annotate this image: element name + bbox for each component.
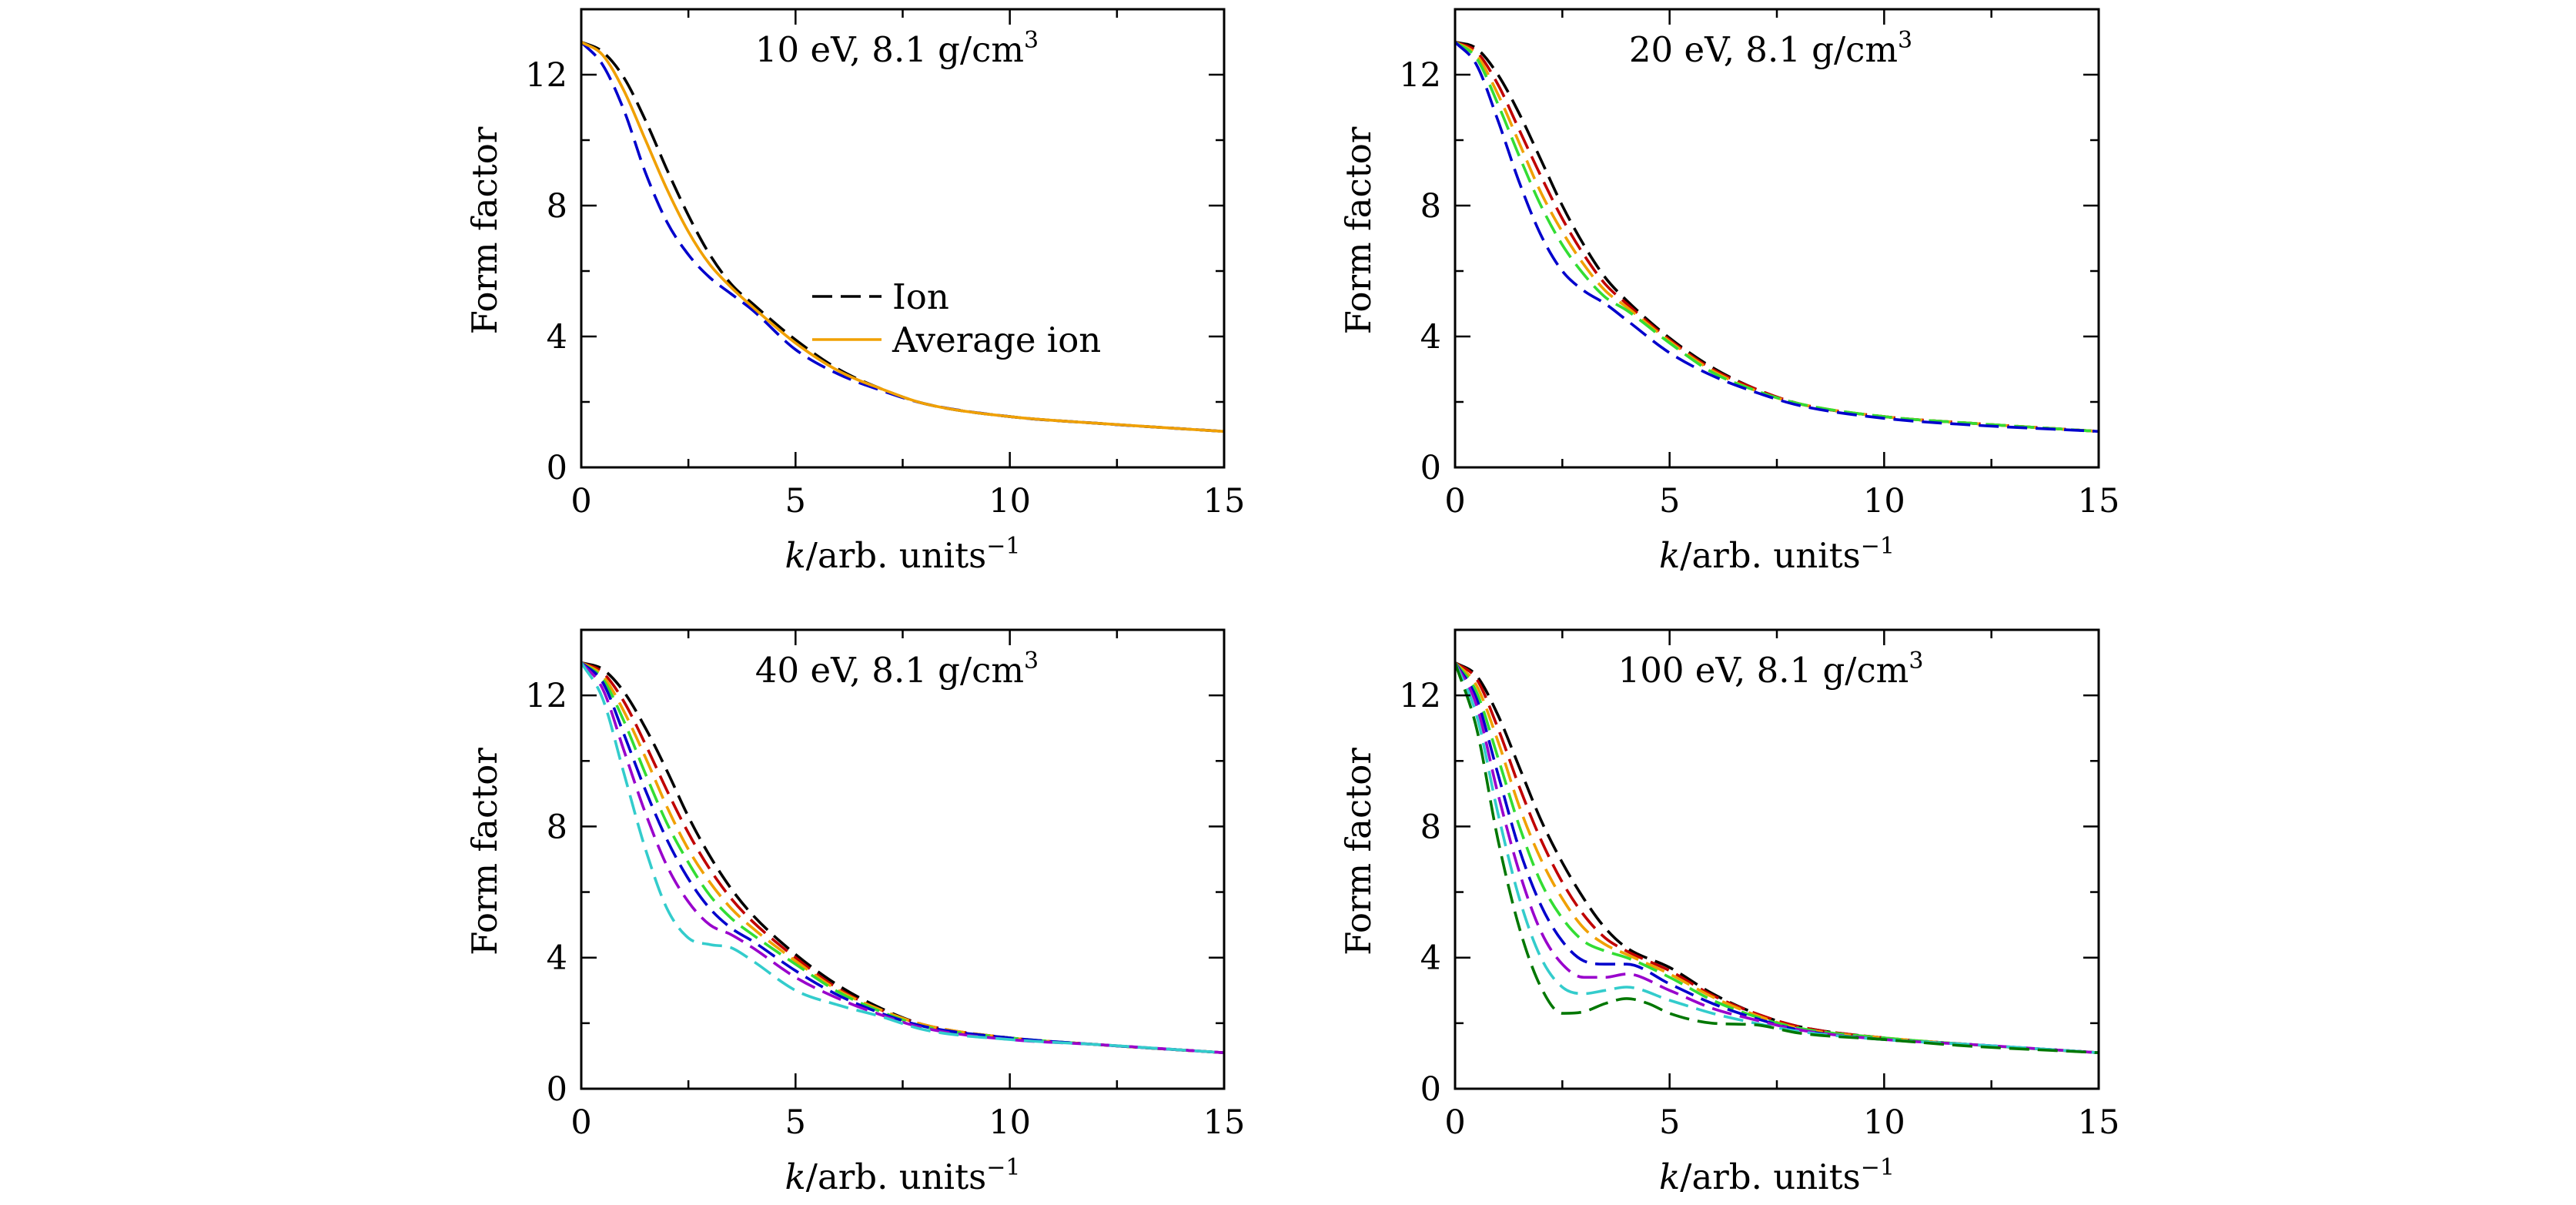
- series-line-8: [1455, 662, 2099, 1054]
- series-line-6: [581, 661, 1224, 1054]
- y-tick-label: 8: [1420, 808, 1441, 846]
- y-tick-label: 12: [1399, 56, 1441, 95]
- x-axis-label: k/arb. units−1: [1659, 1154, 1895, 1197]
- y-axis-label: Form factor: [464, 748, 505, 956]
- x-tick-label: 15: [1203, 482, 1246, 520]
- y-tick-label: 0: [547, 1070, 567, 1109]
- x-tick-label: 5: [785, 482, 806, 520]
- series-line-7: [581, 661, 1224, 1054]
- x-axis-label: k/arb. units−1: [785, 1154, 1021, 1197]
- series-line-1: [581, 40, 1224, 433]
- series-line-1: [1455, 661, 2099, 1054]
- x-axis-label: k/arb. units−1: [785, 533, 1021, 576]
- series-line-7: [1455, 661, 2099, 1054]
- y-tick-label: 12: [1399, 677, 1441, 715]
- y-tick-label: 0: [1420, 1070, 1441, 1109]
- y-tick-label: 12: [525, 56, 567, 95]
- series-line-2: [581, 41, 1224, 433]
- chart-panel-4: 0 5 10 15 0 4 8 12 100 eV, 8.1 g/cm3 k/arb. units…: [1338, 628, 2120, 1197]
- x-tick-label: 0: [570, 482, 591, 520]
- series-group: [581, 661, 1224, 1054]
- x-tick-label: 5: [1659, 1103, 1680, 1142]
- y-tick-label: 0: [547, 449, 567, 487]
- series-line-3: [581, 40, 1224, 433]
- x-tick-label: 15: [2078, 482, 2120, 520]
- x-tick-label: 10: [989, 482, 1031, 520]
- series-line-6: [1455, 661, 2099, 1054]
- x-tick-label: 10: [1863, 482, 1905, 520]
- y-tick-label: 4: [1420, 939, 1441, 978]
- x-tick-label: 0: [570, 1103, 591, 1142]
- x-tick-label: 0: [1444, 482, 1465, 520]
- panel-title: 40 eV, 8.1 g/cm3: [755, 648, 1039, 691]
- y-tick-label: 8: [547, 808, 567, 846]
- panel-title: 100 eV, 8.1 g/cm3: [1618, 648, 1924, 691]
- x-axis-label: k/arb. units−1: [1659, 533, 1895, 576]
- series-line-1: [581, 661, 1224, 1054]
- y-tick-label: 0: [1420, 449, 1441, 487]
- y-axis-label: Form factor: [1338, 748, 1379, 956]
- series-group: [1455, 40, 2099, 433]
- y-tick-label: 12: [525, 677, 567, 715]
- series-line-4: [581, 661, 1224, 1054]
- x-tick-label: 5: [785, 1103, 806, 1142]
- series-line-5: [581, 661, 1224, 1054]
- series-line-4: [1455, 661, 2099, 1054]
- y-axis-label: Form factor: [1338, 126, 1379, 334]
- chart-panel-1: 0 5 10 15 0 4 8 12 10 eV, 8.1 g/cm3 k/arb. units−…: [464, 8, 1246, 576]
- plot-frame: [1454, 628, 2100, 1090]
- series-group: [581, 40, 1224, 433]
- series-line-1: [1455, 40, 2099, 433]
- x-tick-label: 10: [989, 1103, 1031, 1142]
- panel-title: 10 eV, 8.1 g/cm3: [755, 27, 1039, 70]
- chart-panel-2: 0 5 10 15 0 4 8 12 20 eV, 8.1 g/cm3 k/arb. units−…: [1338, 8, 2120, 576]
- panel-title: 20 eV, 8.1 g/cm3: [1629, 27, 1912, 70]
- legend-label: Ion: [892, 276, 949, 317]
- y-tick-label: 8: [1420, 187, 1441, 226]
- x-tick-label: 15: [2078, 1103, 2120, 1142]
- series-line-5: [1455, 41, 2099, 433]
- x-tick-label: 0: [1444, 1103, 1465, 1142]
- y-tick-label: 4: [1420, 318, 1441, 356]
- x-tick-label: 15: [1203, 1103, 1246, 1142]
- legend-label: Average ion: [892, 320, 1101, 360]
- y-tick-label: 4: [547, 318, 567, 356]
- x-tick-label: 10: [1863, 1103, 1905, 1142]
- series-group: [1455, 661, 2099, 1054]
- series-line-2: [581, 661, 1224, 1054]
- y-tick-label: 8: [547, 187, 567, 226]
- series-line-3: [1455, 661, 2099, 1054]
- y-tick-label: 4: [547, 939, 567, 978]
- series-line-2: [1455, 40, 2099, 433]
- series-line-2: [1455, 661, 2099, 1054]
- y-axis-label: Form factor: [464, 126, 505, 334]
- x-tick-label: 5: [1659, 482, 1680, 520]
- series-line-4: [1455, 41, 2099, 433]
- series-line-5: [1455, 661, 2099, 1054]
- series-line-3: [1455, 40, 2099, 433]
- series-line-3: [581, 661, 1224, 1054]
- chart-panel-3: 0 5 10 15 0 4 8 12 40 eV, 8.1 g/cm3 k/arb. units−…: [464, 628, 1246, 1197]
